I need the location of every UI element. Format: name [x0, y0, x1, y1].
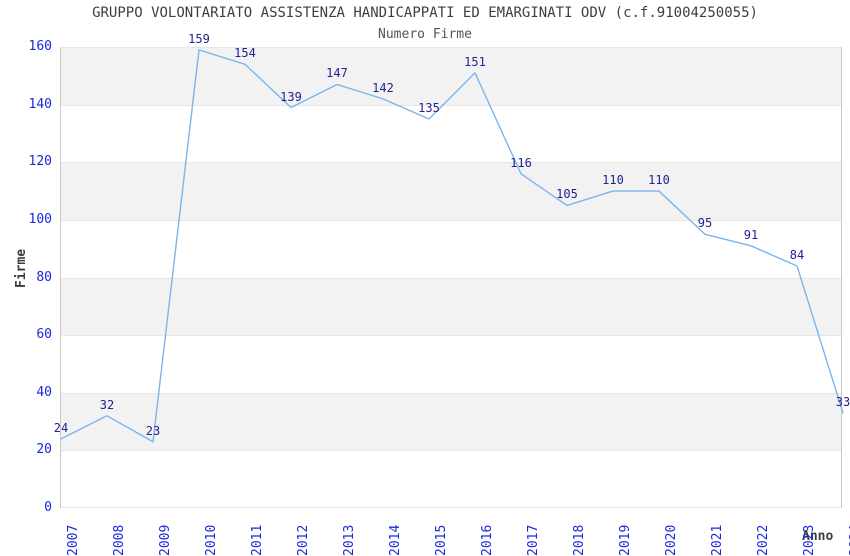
- data-label: 147: [326, 66, 348, 81]
- data-label: 116: [510, 155, 532, 170]
- x-tick-label: 2016: [480, 524, 495, 556]
- chart-title: GRUPPO VOLONTARIATO ASSISTENZA HANDICAPP…: [92, 5, 758, 21]
- gridline: [61, 162, 841, 164]
- x-tick-label: 2014: [388, 524, 403, 556]
- gridline: [61, 335, 841, 337]
- x-tick-label: 2021: [710, 524, 725, 556]
- x-tick-label: 2015: [434, 524, 449, 556]
- plot-band: [61, 392, 841, 451]
- y-tick-label: 40: [36, 384, 52, 400]
- x-tick-label: 2018: [572, 524, 587, 556]
- gridline: [61, 450, 841, 452]
- x-tick-label: 2023: [802, 524, 817, 556]
- x-tick-label: 2008: [112, 524, 127, 556]
- x-tick-label: 2012: [296, 524, 311, 556]
- y-tick-label: 140: [28, 96, 52, 112]
- data-label: 151: [464, 54, 486, 69]
- data-label: 142: [372, 80, 394, 95]
- x-tick-label: 2009: [158, 524, 173, 556]
- data-label: 33: [835, 394, 850, 409]
- x-tick-label: 2010: [204, 524, 219, 556]
- series-line-numero-firme: [60, 49, 844, 443]
- x-tick-label: 2013: [342, 524, 357, 556]
- data-label: 91: [743, 227, 759, 242]
- data-label: 154: [234, 46, 256, 61]
- data-label: 23: [145, 423, 161, 438]
- data-label: 135: [418, 101, 440, 116]
- plot-band: [61, 277, 841, 336]
- y-tick-label: 0: [44, 500, 52, 515]
- data-label: 159: [188, 31, 210, 46]
- gridline: [61, 392, 841, 394]
- gridline: [61, 219, 841, 221]
- y-tick-label: 160: [28, 39, 52, 54]
- plot-band: [61, 162, 841, 220]
- data-label: 110: [648, 173, 670, 188]
- data-label: 84: [789, 247, 805, 262]
- data-label: 95: [697, 216, 713, 231]
- y-tick-label: 60: [36, 327, 52, 343]
- x-tick-label: 2019: [618, 524, 633, 556]
- y-tick-label: 80: [36, 269, 52, 285]
- data-label: 139: [280, 89, 302, 104]
- x-tick-label: 2011: [250, 524, 265, 556]
- plot-band: [61, 47, 841, 105]
- x-tick-label: 2022: [756, 524, 771, 556]
- y-tick-label: 20: [36, 442, 52, 458]
- gridline: [61, 47, 841, 48]
- data-label: 105: [556, 187, 578, 202]
- x-tick-label: 2020: [664, 524, 679, 556]
- gridline: [61, 507, 841, 508]
- x-tick-label: 2007: [66, 524, 81, 556]
- gridline: [61, 104, 841, 106]
- x-tick-label: 2017: [526, 524, 541, 556]
- y-tick-label: 100: [28, 211, 52, 227]
- data-label: 110: [602, 173, 624, 188]
- data-label: 32: [99, 397, 115, 412]
- data-label: 24: [53, 420, 69, 435]
- plot-area: 24 32 23 159 154 139 147 142 135 151 116 105 110 110 9…: [54, 32, 850, 508]
- y-tick-label: 120: [28, 154, 52, 170]
- gridline: [61, 277, 841, 279]
- x-axis-title: Anno: [802, 529, 834, 544]
- chart-subtitle: Numero Firme: [378, 27, 472, 42]
